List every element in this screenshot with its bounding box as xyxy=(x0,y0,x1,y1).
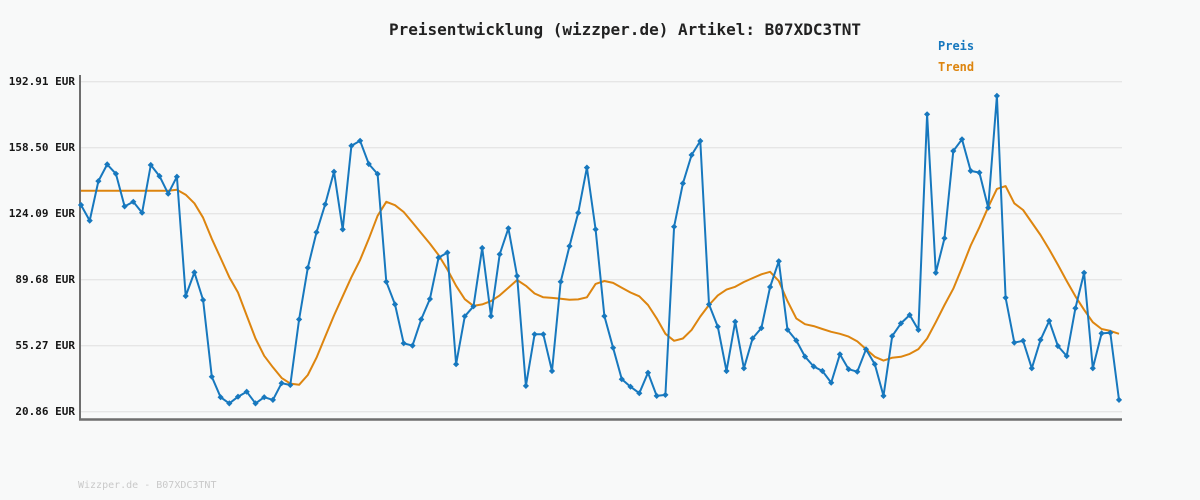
trend-line xyxy=(81,185,1120,386)
price-line xyxy=(80,94,1120,405)
legend-item-preis: Preis xyxy=(938,39,975,53)
y-tick-label: 55.27 EUR xyxy=(15,338,75,352)
y-tick-label: 89.68 EUR xyxy=(15,272,75,286)
y-tick-label: 20.86 EUR xyxy=(15,404,75,418)
y-tick-label: 124.09 EUR xyxy=(8,206,75,220)
chart-title: Preisentwicklung (wizzper.de) Artikel: B… xyxy=(388,20,861,39)
y-tick-label: 192.91 EUR xyxy=(8,74,75,88)
price-markers xyxy=(77,92,1123,407)
legend-item-trend: Trend xyxy=(938,60,975,74)
y-tick-label: 158.50 EUR xyxy=(8,140,75,154)
watermark-text: Wizzper.de - B07XDC3TNT xyxy=(78,480,217,491)
